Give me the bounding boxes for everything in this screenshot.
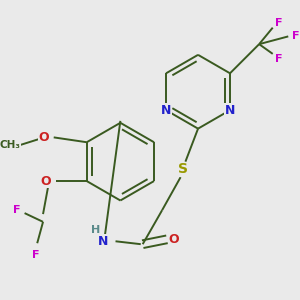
- Text: N: N: [161, 104, 171, 117]
- Text: N: N: [98, 235, 109, 248]
- Text: F: F: [275, 54, 282, 64]
- Text: O: O: [40, 175, 51, 188]
- Text: F: F: [13, 205, 21, 215]
- Text: O: O: [39, 131, 49, 144]
- Text: F: F: [292, 32, 300, 41]
- Text: CH₃: CH₃: [0, 140, 20, 150]
- Text: F: F: [32, 250, 39, 260]
- Text: O: O: [169, 233, 179, 246]
- Text: S: S: [178, 162, 188, 176]
- Text: F: F: [275, 18, 282, 28]
- Text: N: N: [225, 104, 235, 117]
- Text: H: H: [92, 225, 101, 235]
